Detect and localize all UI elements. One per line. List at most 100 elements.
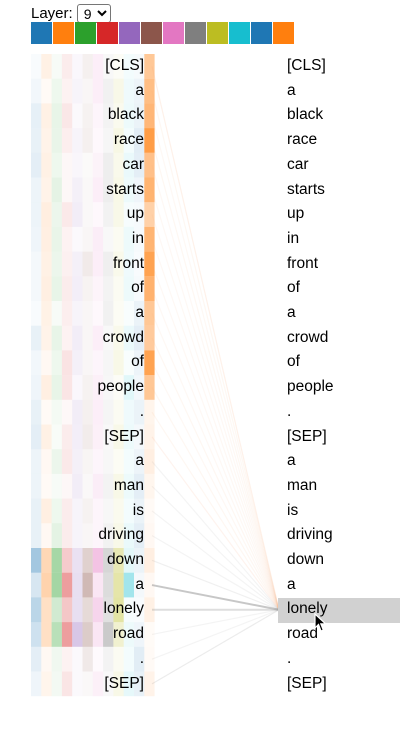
right-token[interactable]: up — [287, 205, 305, 223]
left-token[interactable]: people — [97, 378, 144, 396]
right-token[interactable]: driving — [287, 526, 333, 544]
right-token[interactable]: a — [287, 452, 296, 470]
heatmap-cell — [113, 523, 124, 548]
left-token[interactable]: is — [132, 501, 144, 519]
heatmap-cell — [144, 152, 155, 178]
left-token[interactable]: . — [139, 649, 144, 667]
left-token[interactable]: . — [139, 402, 144, 420]
right-token[interactable]: . — [287, 402, 292, 420]
heatmap-cell — [134, 548, 145, 573]
heatmap-cell — [51, 473, 62, 499]
head-swatch[interactable] — [141, 22, 162, 44]
head-swatch[interactable] — [251, 22, 272, 44]
right-token[interactable]: race — [287, 131, 318, 149]
right-token[interactable]: a — [287, 304, 296, 321]
right-token[interactable]: of — [287, 353, 300, 371]
heatmap-cell — [134, 399, 145, 425]
left-token[interactable]: road — [112, 625, 144, 643]
head-swatch[interactable] — [75, 22, 96, 44]
left-token[interactable]: [SEP] — [104, 427, 144, 445]
right-token[interactable]: [SEP] — [287, 427, 327, 445]
head-swatch[interactable] — [273, 22, 294, 44]
right-token[interactable]: starts — [287, 180, 325, 198]
left-token[interactable]: of — [131, 353, 144, 371]
heatmap-cell — [123, 671, 134, 697]
head-swatch[interactable] — [163, 22, 184, 44]
heatmap-cell — [51, 54, 62, 79]
heatmap-cell — [123, 251, 134, 277]
heatmap-cell — [51, 375, 62, 400]
heatmap-cell — [134, 202, 145, 227]
right-token[interactable]: crowd — [287, 328, 329, 346]
head-swatch[interactable] — [229, 22, 250, 44]
heatmap-cell — [82, 202, 93, 227]
heatmap-cell — [31, 572, 42, 598]
head-swatch[interactable] — [119, 22, 140, 44]
heatmap-cell — [61, 548, 73, 573]
right-token[interactable]: man — [287, 476, 318, 494]
heatmap-cell — [41, 128, 52, 153]
heatmap-cell — [72, 449, 83, 474]
heatmap-cell — [72, 226, 83, 252]
heatmap-cell — [144, 523, 155, 548]
heatmap-cell — [123, 646, 134, 672]
left-token[interactable]: race — [113, 131, 144, 149]
left-token[interactable]: crowd — [102, 328, 144, 346]
left-token[interactable]: car — [122, 155, 144, 173]
head-swatch[interactable] — [207, 22, 228, 44]
left-token[interactable]: a — [135, 575, 144, 593]
left-token[interactable]: [SEP] — [104, 674, 144, 692]
heatmap-cell — [123, 597, 134, 623]
attention-line — [151, 288, 280, 610]
right-token[interactable]: lonely — [287, 600, 328, 618]
right-token[interactable]: a — [287, 81, 296, 99]
head-swatch[interactable] — [185, 22, 206, 44]
heatmap-cell — [103, 375, 114, 400]
right-token[interactable]: front — [287, 254, 319, 272]
heatmap-cell — [41, 424, 52, 450]
right-token[interactable]: [SEP] — [287, 674, 327, 692]
right-token[interactable]: car — [287, 155, 309, 173]
left-token[interactable]: a — [135, 304, 144, 321]
heatmap-cell — [123, 152, 134, 178]
right-token[interactable]: people — [287, 378, 334, 396]
heatmap-cell — [123, 399, 134, 425]
left-token[interactable]: black — [107, 106, 144, 124]
right-token[interactable]: black — [287, 106, 324, 124]
heatmap-cell — [31, 152, 42, 178]
heatmap-cell — [92, 301, 104, 326]
heatmap-cell — [113, 251, 124, 277]
right-token[interactable]: road — [287, 625, 319, 643]
right-token[interactable]: is — [287, 501, 299, 519]
left-token[interactable]: down — [106, 551, 144, 568]
heatmap-cell — [123, 473, 134, 499]
left-token[interactable]: driving — [98, 526, 144, 544]
heatmap-cell — [144, 424, 155, 450]
right-token[interactable]: . — [287, 649, 292, 667]
left-token[interactable]: front — [112, 254, 144, 272]
left-token[interactable]: lonely — [103, 600, 145, 618]
right-token[interactable]: down — [287, 551, 325, 568]
left-token[interactable]: up — [126, 205, 144, 223]
attention-line — [151, 66, 280, 610]
heatmap-cell — [134, 226, 145, 252]
head-swatch[interactable] — [53, 22, 74, 44]
left-token[interactable]: starts — [106, 180, 144, 198]
left-token[interactable]: of — [131, 279, 144, 297]
left-token[interactable]: a — [135, 452, 144, 470]
right-token[interactable]: [CLS] — [287, 57, 326, 74]
right-token[interactable]: of — [287, 279, 300, 297]
layer-select[interactable]: 9 — [76, 3, 111, 23]
right-token[interactable]: in — [287, 229, 300, 247]
left-token[interactable]: in — [131, 229, 144, 247]
heatmap-cell — [31, 375, 42, 400]
left-token[interactable]: a — [135, 81, 144, 99]
heatmap-cell — [51, 350, 62, 376]
left-token[interactable]: [CLS] — [105, 57, 144, 74]
left-token[interactable]: man — [113, 476, 144, 494]
head-swatch[interactable] — [31, 22, 52, 44]
heatmap-cell — [113, 301, 124, 326]
head-swatch[interactable] — [97, 22, 118, 44]
heatmap-cell — [113, 276, 124, 301]
right-token[interactable]: a — [287, 575, 296, 593]
